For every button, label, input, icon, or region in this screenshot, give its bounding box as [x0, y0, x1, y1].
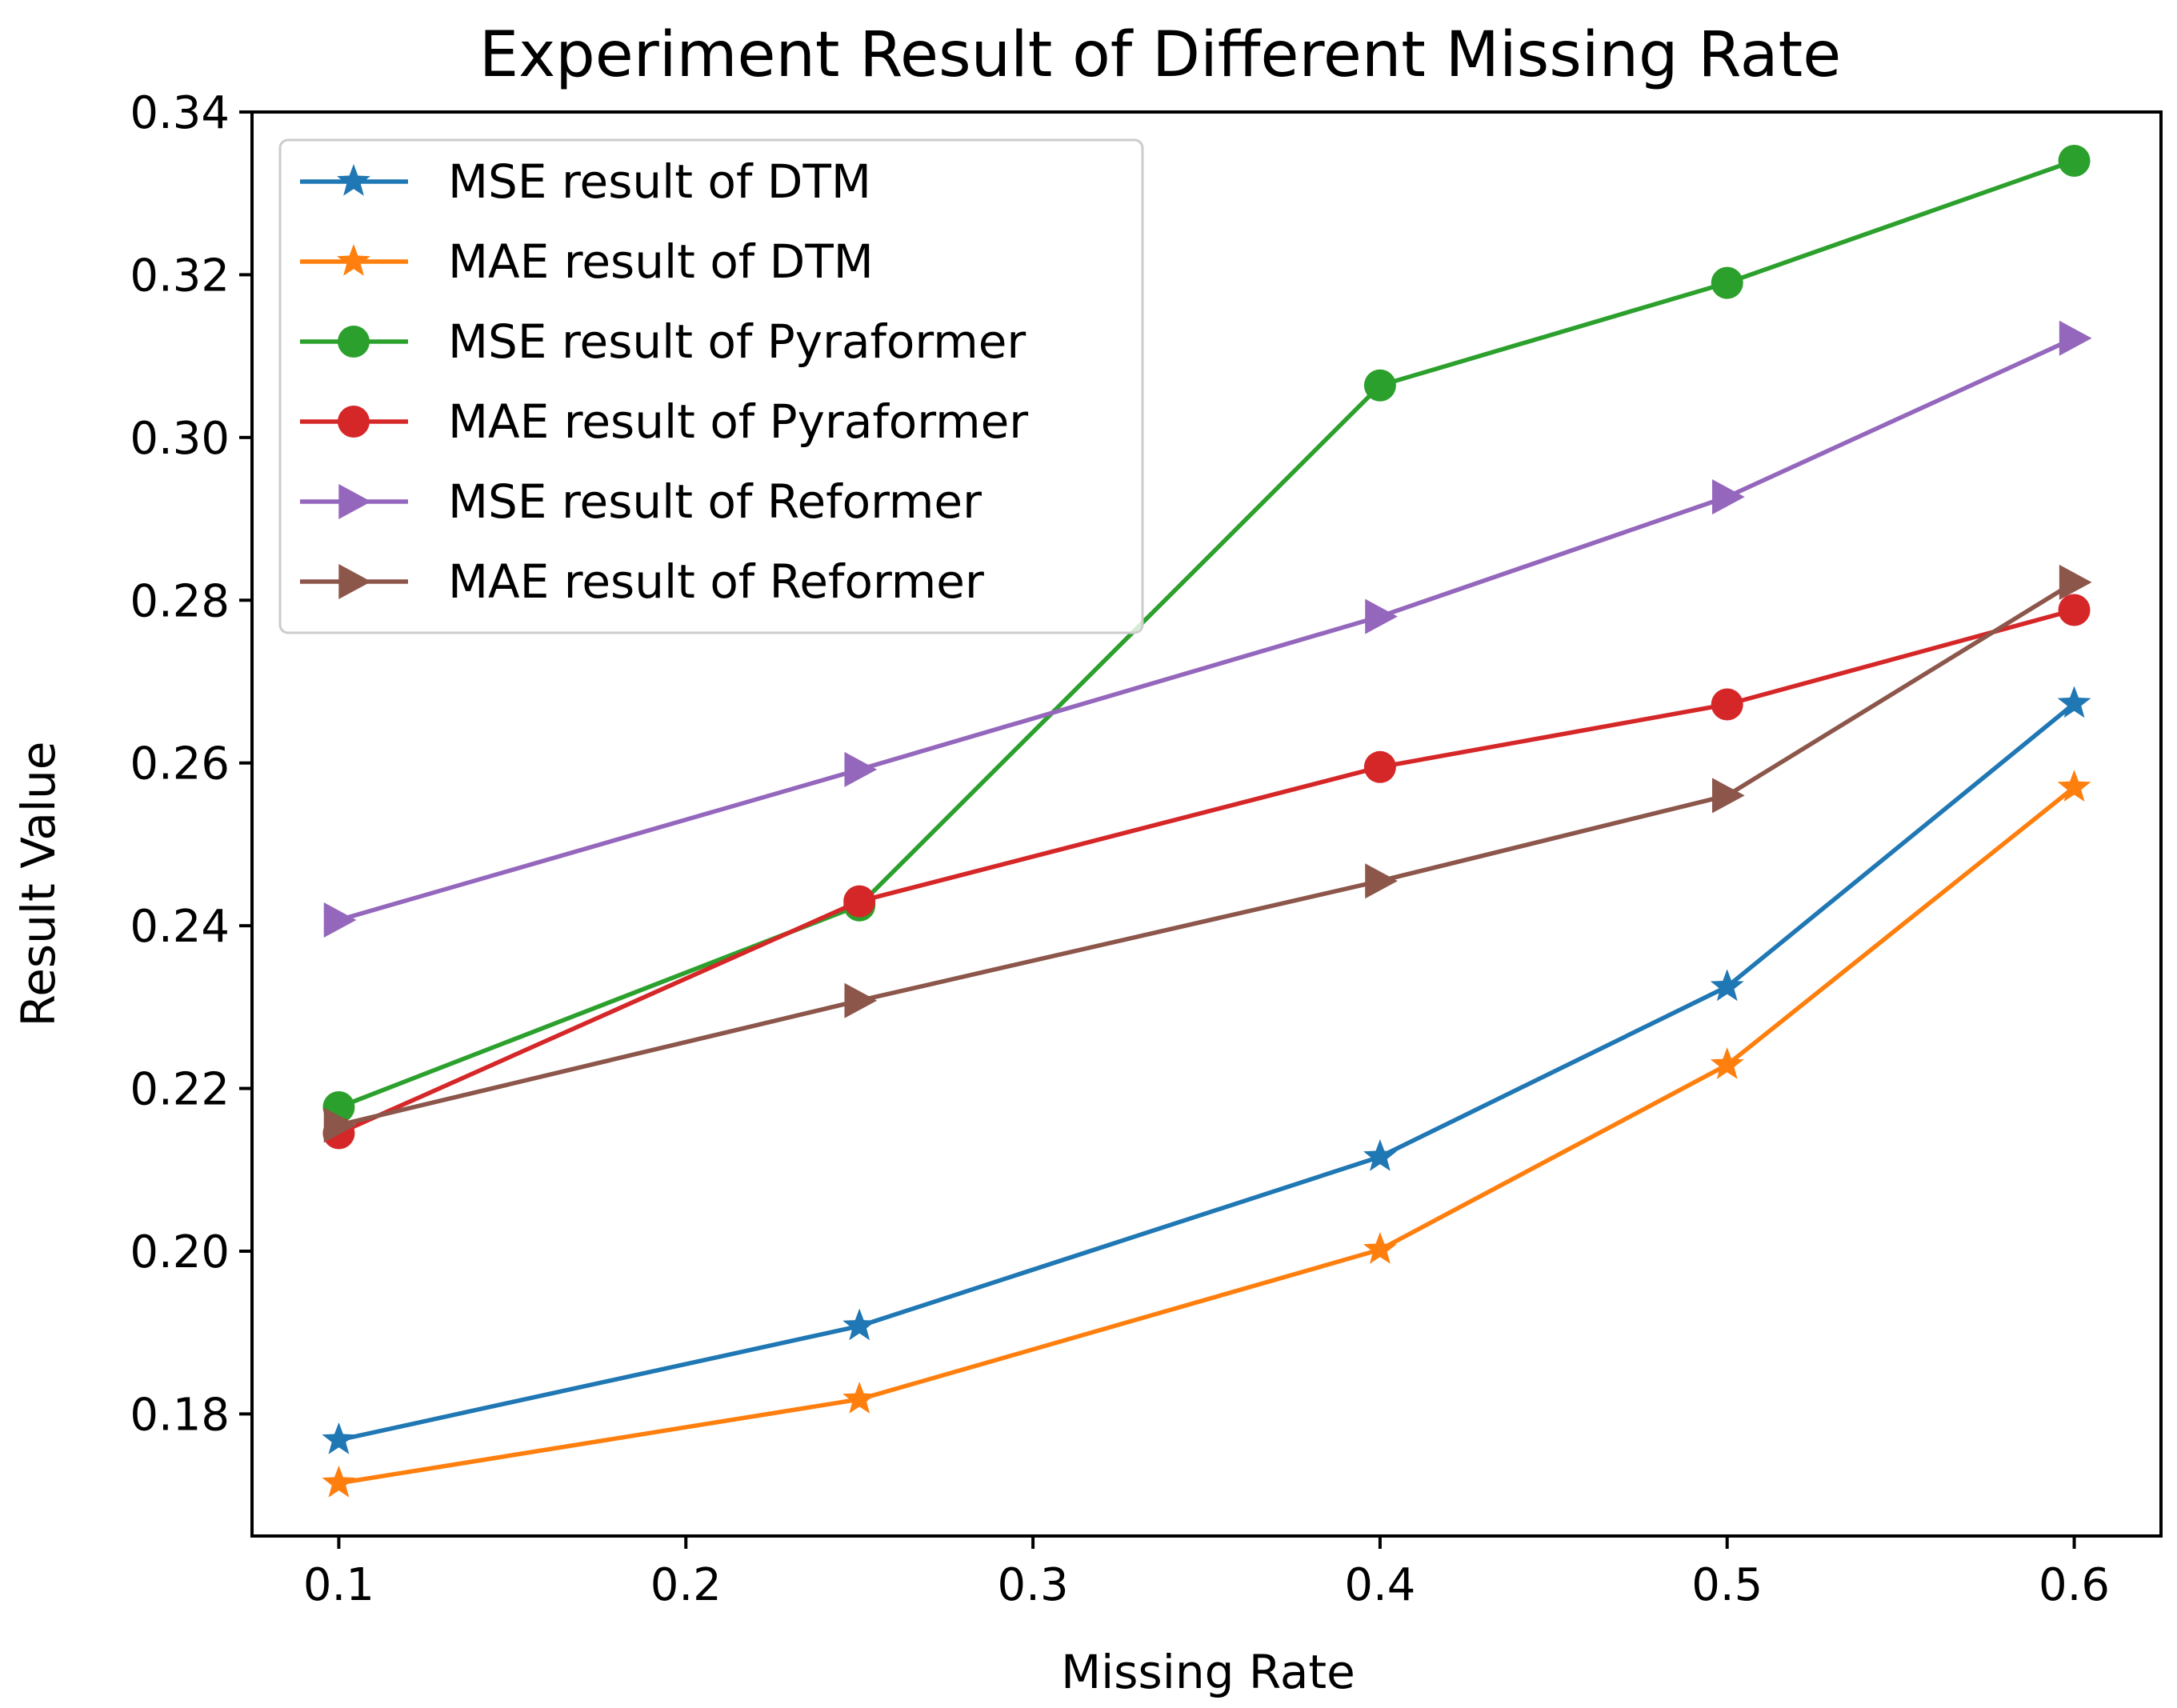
data-point: [2059, 320, 2092, 356]
x-tick-label: 0.5: [1691, 1559, 1763, 1611]
legend-marker: [338, 484, 371, 519]
data-point: [1712, 778, 1745, 814]
data-point: [2059, 564, 2092, 600]
legend-label: MSE result of Pyraformer: [448, 314, 1026, 369]
data-point: [843, 885, 876, 918]
legend-marker: [338, 564, 371, 599]
legend-marker: [338, 406, 370, 438]
legend-entry: MSE result of DTM: [300, 154, 871, 209]
legend-marker: [337, 244, 370, 276]
legend-entry: MAE result of Pyraformer: [300, 394, 1028, 449]
y-tick-label: 0.22: [130, 1064, 230, 1116]
x-tick-label: 0.1: [303, 1559, 374, 1611]
data-point: [1365, 598, 1398, 634]
series-2: [322, 770, 2091, 1498]
series-5: [323, 320, 2092, 938]
data-point: [842, 1308, 877, 1341]
data-series: [322, 145, 2092, 1498]
legend-label: MSE result of Reformer: [448, 474, 982, 529]
data-point: [2057, 686, 2091, 718]
chart-title: Experiment Result of Different Missing R…: [479, 19, 1841, 91]
data-point: [323, 902, 357, 938]
data-point: [1363, 369, 1396, 402]
legend-entry: MAE result of Reformer: [300, 554, 984, 609]
x-tick-label: 0.4: [1344, 1559, 1415, 1611]
plot-area-frame: [250, 110, 2163, 1538]
series-6: [323, 564, 2092, 1143]
y-tick-label: 0.24: [130, 901, 230, 953]
y-tick-label: 0.32: [130, 250, 230, 302]
legend-label: MAE result of Reformer: [448, 554, 984, 609]
data-point: [322, 1465, 356, 1498]
legend-label: MSE result of DTM: [448, 154, 871, 209]
legend-box: [278, 138, 1144, 634]
x-axis-label: Missing Rate: [1061, 1645, 1355, 1699]
x-tick-label: 0.3: [998, 1559, 1069, 1611]
x-tick-label: 0.6: [2039, 1559, 2110, 1611]
legend-marker: [338, 326, 370, 358]
legend-marker: [337, 164, 370, 196]
y-axis-label: Result Value: [11, 742, 66, 1027]
data-point: [1363, 1139, 1397, 1171]
axis-ticks: 0.1 0.2 0.3 0.4 0.5 0.6 0.18 0.20 0.22 0.24 0.26 0.…: [130, 87, 2110, 1611]
y-tick-label: 0.20: [130, 1226, 230, 1278]
data-point: [323, 1107, 357, 1143]
data-point: [1363, 1232, 1397, 1264]
x-tick-label: 0.2: [650, 1559, 722, 1611]
y-tick-label: 0.30: [130, 413, 230, 465]
data-point: [1711, 266, 1743, 299]
y-tick-label: 0.34: [130, 87, 230, 139]
series-1: [322, 686, 2091, 1454]
y-tick-label: 0.28: [130, 575, 230, 627]
data-point: [844, 751, 878, 787]
data-point: [2058, 145, 2091, 178]
data-point: [2057, 770, 2091, 802]
data-point: [842, 1382, 877, 1414]
legend-label: MAE result of DTM: [448, 234, 874, 289]
y-tick-label: 0.18: [130, 1389, 230, 1441]
data-point: [1710, 969, 1744, 1002]
data-point: [844, 982, 878, 1018]
data-point: [1363, 750, 1396, 783]
data-point: [1710, 1047, 1744, 1079]
legend: MSE result of DTM MAE result of DTM MSE re…: [278, 138, 1144, 634]
data-point: [322, 1422, 356, 1454]
data-point: [1365, 863, 1398, 899]
legend-label: MAE result of Pyraformer: [448, 394, 1028, 449]
data-point: [2058, 594, 2091, 626]
legend-entry: MSE result of Reformer: [300, 474, 982, 529]
data-point: [1711, 688, 1743, 721]
legend-entry: MSE result of Pyraformer: [300, 314, 1026, 369]
y-tick-label: 0.26: [130, 738, 230, 790]
legend-entry: MAE result of DTM: [300, 234, 874, 289]
data-point: [1712, 479, 1745, 515]
